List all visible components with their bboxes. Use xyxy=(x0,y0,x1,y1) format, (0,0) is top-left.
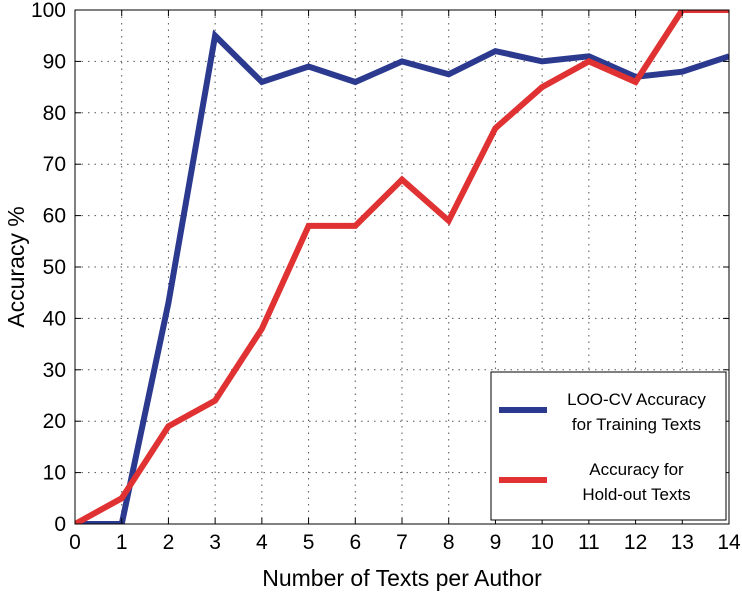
legend-box xyxy=(490,371,727,521)
legend: LOO-CV Accuracy for Training Texts Accur… xyxy=(490,371,727,521)
y-tick-label: 0 xyxy=(54,513,66,536)
x-tick-label: 7 xyxy=(396,531,408,554)
x-tick-label: 11 xyxy=(578,531,600,554)
x-tick-label: 14 xyxy=(717,531,741,554)
y-tick-label: 70 xyxy=(43,153,66,176)
x-tick-label: 8 xyxy=(443,531,455,554)
y-tick-label: 40 xyxy=(43,307,66,330)
x-tick-label: 6 xyxy=(349,531,361,554)
y-tick-label: 10 xyxy=(43,462,66,485)
x-tick-label: 9 xyxy=(490,531,502,554)
y-tick-label: 30 xyxy=(43,359,66,382)
x-tick-label: 13 xyxy=(671,531,694,554)
x-tick-label: 12 xyxy=(624,531,647,554)
legend-label-holdout-line1: Accuracy for xyxy=(589,460,684,479)
series-line-0 xyxy=(75,29,729,524)
y-tick-label: 80 xyxy=(43,102,66,125)
y-tick-label: 50 xyxy=(43,256,66,279)
legend-label-loo-cv-line1: LOO-CV Accuracy xyxy=(567,390,706,409)
y-tick-label: 60 xyxy=(43,205,66,228)
y-tick-label: 90 xyxy=(43,50,66,73)
x-tick-label: 10 xyxy=(530,531,553,554)
x-tick-label: 5 xyxy=(303,531,315,554)
x-tick-label: 1 xyxy=(116,531,128,554)
x-tick-label: 2 xyxy=(163,531,175,554)
grid xyxy=(75,10,729,524)
axis-ticks: 0 1 2 3 4 5 6 7 8 9 10 11 12 13 1401020304050607080901… xyxy=(31,0,741,554)
x-axis-title: Number of Texts per Author xyxy=(262,565,542,591)
x-tick-label: 4 xyxy=(256,531,268,554)
series-line-1 xyxy=(75,10,729,524)
legend-label-holdout-line2: Hold-out Texts xyxy=(582,485,690,504)
x-tick-label: 0 xyxy=(69,531,81,554)
y-axis-title: Accuracy % xyxy=(3,206,29,327)
y-tick-label: 100 xyxy=(31,0,66,22)
legend-label-loo-cv-line2: for Training Texts xyxy=(572,415,701,434)
x-tick-label: 3 xyxy=(209,531,221,554)
y-tick-label: 20 xyxy=(43,410,66,433)
series-lines xyxy=(75,10,729,524)
